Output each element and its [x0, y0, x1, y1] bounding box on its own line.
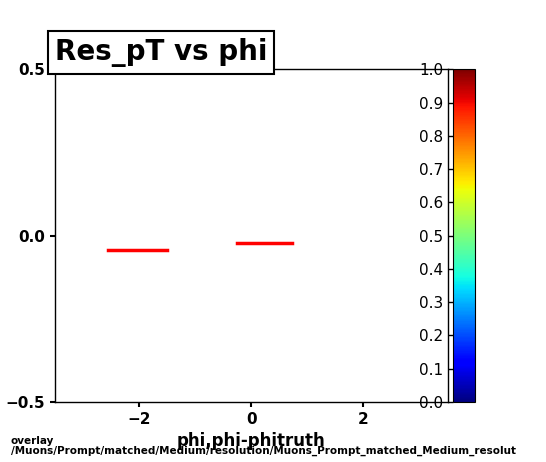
Text: Res_pT vs phi: Res_pT vs phi — [55, 38, 267, 67]
X-axis label: phi,phi-phitruth: phi,phi-phitruth — [177, 432, 325, 450]
Text: /Muons/Prompt/matched/Medium/resolution/Muons_Prompt_matched_Medium_resolut: /Muons/Prompt/matched/Medium/resolution/… — [11, 446, 516, 456]
Text: overlay: overlay — [11, 437, 54, 446]
